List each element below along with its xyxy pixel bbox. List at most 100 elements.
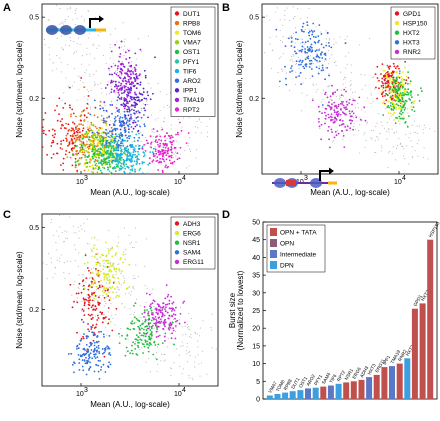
data-point — [304, 63, 307, 66]
data-point — [87, 357, 90, 360]
data-point — [135, 334, 138, 337]
data-point — [93, 114, 96, 117]
background-point — [196, 149, 198, 151]
background-point — [56, 230, 58, 232]
data-point — [139, 125, 142, 128]
background-point — [325, 29, 327, 32]
data-point — [406, 108, 409, 110]
data-point — [76, 331, 78, 334]
data-point — [135, 317, 138, 320]
data-point — [164, 310, 167, 313]
background-point — [74, 9, 76, 12]
background-point — [347, 99, 349, 101]
data-point — [147, 311, 150, 313]
data-point — [118, 135, 120, 138]
background-point — [65, 44, 67, 46]
data-point — [380, 73, 382, 75]
data-point — [312, 35, 315, 38]
data-point — [418, 100, 421, 102]
data-point — [80, 156, 83, 159]
data-point — [126, 101, 129, 104]
background-point — [291, 55, 293, 58]
background-point — [282, 36, 284, 38]
background-point — [315, 83, 317, 85]
data-point — [403, 103, 406, 106]
data-point — [135, 102, 138, 105]
data-point — [401, 80, 404, 83]
data-point — [161, 150, 164, 153]
data-point — [378, 87, 380, 90]
data-point — [91, 299, 94, 302]
data-point — [121, 166, 124, 169]
data-point — [135, 145, 137, 147]
data-point — [99, 100, 102, 103]
data-point — [156, 328, 159, 331]
background-point — [388, 131, 390, 133]
data-point — [149, 98, 152, 101]
data-point — [404, 99, 407, 102]
data-point — [118, 144, 120, 147]
background-point — [145, 301, 147, 304]
data-point — [135, 133, 138, 136]
background-point — [88, 32, 90, 34]
background-point — [114, 255, 116, 257]
background-point — [278, 85, 280, 87]
data-point — [127, 128, 130, 131]
background-point — [308, 62, 310, 64]
data-point — [91, 250, 93, 253]
data-point — [95, 263, 98, 266]
data-point — [88, 131, 90, 134]
data-point — [294, 38, 297, 40]
data-point — [399, 112, 401, 115]
bar-label: DUT1 — [290, 376, 301, 389]
background-point — [105, 282, 107, 284]
data-point — [132, 327, 135, 330]
background-point — [144, 317, 146, 319]
data-point — [404, 88, 406, 90]
data-point — [147, 94, 150, 97]
data-point — [152, 128, 155, 130]
data-point — [83, 169, 86, 172]
data-point — [117, 149, 120, 152]
data-point — [89, 314, 92, 317]
data-point — [116, 164, 119, 167]
background-point — [334, 118, 336, 121]
data-point — [117, 166, 119, 168]
bar — [427, 239, 434, 399]
data-point — [151, 316, 154, 319]
legend-marker — [394, 20, 400, 26]
data-point — [107, 146, 110, 149]
legend-marker — [394, 40, 400, 45]
background-point — [363, 133, 365, 135]
data-point — [68, 86, 71, 89]
background-point — [200, 121, 202, 123]
data-point — [167, 317, 170, 320]
background-point — [153, 306, 155, 308]
data-point — [311, 75, 314, 77]
data-point — [122, 120, 124, 122]
legend-marker — [174, 97, 180, 103]
background-point — [147, 104, 149, 106]
data-point — [90, 306, 93, 309]
data-point — [104, 146, 107, 148]
data-point — [138, 332, 141, 335]
background-point — [383, 127, 385, 129]
background-point — [419, 125, 421, 127]
data-point — [172, 327, 175, 329]
data-point — [115, 307, 118, 310]
data-point — [309, 37, 312, 40]
data-point — [120, 82, 123, 85]
background-point — [104, 259, 106, 262]
data-point — [114, 80, 117, 83]
background-point — [176, 348, 178, 350]
data-point — [150, 306, 153, 309]
data-point — [109, 363, 112, 366]
data-point — [113, 89, 116, 92]
data-point — [134, 168, 136, 171]
data-point — [79, 143, 81, 146]
data-point — [170, 323, 173, 326]
data-point — [94, 138, 97, 141]
data-point — [94, 148, 97, 150]
background-point — [327, 50, 330, 52]
data-point — [340, 94, 343, 96]
